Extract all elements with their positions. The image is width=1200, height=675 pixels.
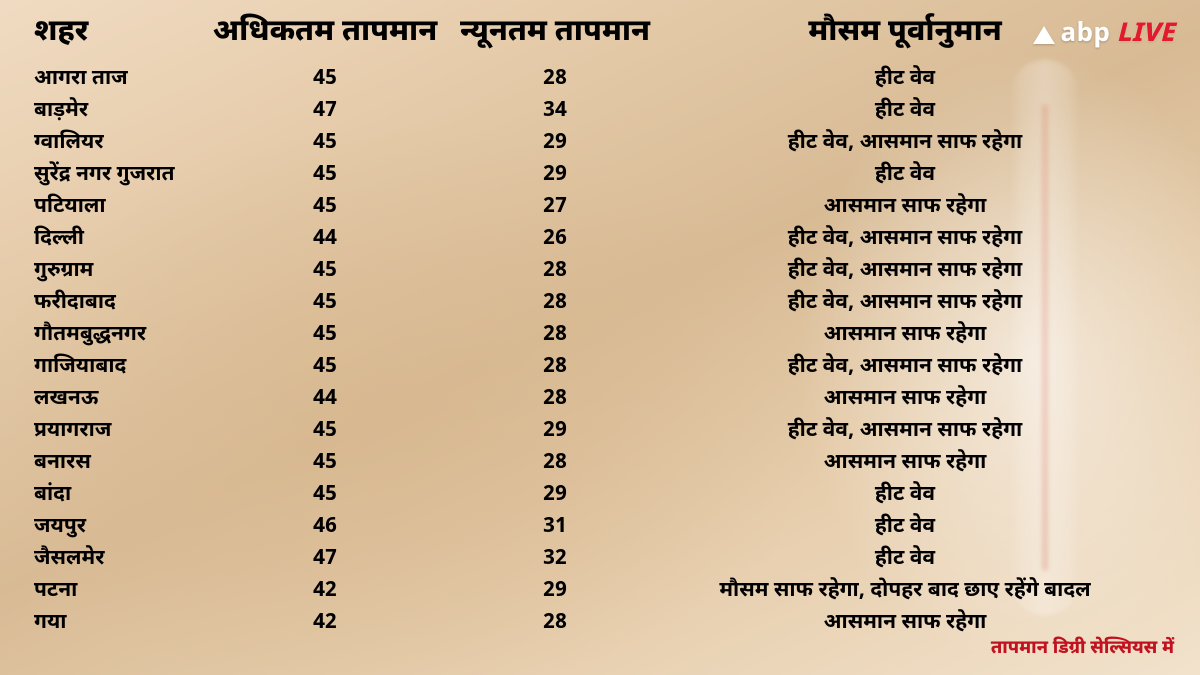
table-row: लखनऊ4428आसमान साफ रहेगा — [30, 384, 1170, 416]
table-row: दिल्ली4426हीट वेव, आसमान साफ रहेगा — [30, 224, 1170, 256]
cell-city: गाजियाबाद — [30, 357, 210, 378]
cell-city: बांदा — [30, 485, 210, 506]
table-row: बनारस4528आसमान साफ रहेगा — [30, 448, 1170, 480]
cell-city: बाड़मेर — [30, 101, 210, 122]
cell-min: 28 — [440, 613, 670, 634]
cell-min: 29 — [440, 421, 670, 442]
col-header-min: न्यूनतम तापमान — [440, 18, 670, 50]
cell-forecast: आसमान साफ रहेगा — [670, 389, 1170, 410]
cell-city: प्रयागराज — [30, 421, 210, 442]
col-header-city: शहर — [30, 18, 210, 50]
cell-forecast: हीट वेव — [670, 165, 1170, 186]
cell-max: 44 — [210, 229, 440, 250]
cell-min: 28 — [440, 69, 670, 90]
table-row: पटियाला4527आसमान साफ रहेगा — [30, 192, 1170, 224]
cell-forecast: हीट वेव, आसमान साफ रहेगा — [670, 261, 1170, 282]
cell-forecast: हीट वेव — [670, 101, 1170, 122]
cell-city: आगरा ताज — [30, 69, 210, 90]
cell-max: 47 — [210, 549, 440, 570]
cell-city: सुरेंद्र नगर गुजरात — [30, 165, 210, 186]
table-row: गया4228आसमान साफ रहेगा — [30, 608, 1170, 640]
cell-min: 29 — [440, 485, 670, 506]
cell-max: 47 — [210, 101, 440, 122]
cell-forecast: आसमान साफ रहेगा — [670, 325, 1170, 346]
cell-max: 42 — [210, 613, 440, 634]
weather-table: शहर अधिकतम तापमान न्यूनतम तापमान मौसम पू… — [30, 14, 1170, 640]
table-row: जयपुर4631हीट वेव — [30, 512, 1170, 544]
cell-min: 26 — [440, 229, 670, 250]
table-row: गुरुग्राम4528हीट वेव, आसमान साफ रहेगा — [30, 256, 1170, 288]
table-row: बांदा4529हीट वेव — [30, 480, 1170, 512]
cell-max: 42 — [210, 581, 440, 602]
cell-max: 46 — [210, 517, 440, 538]
cell-min: 34 — [440, 101, 670, 122]
table-row: ग्वालियर4529हीट वेव, आसमान साफ रहेगा — [30, 128, 1170, 160]
cell-max: 44 — [210, 389, 440, 410]
cell-forecast: हीट वेव, आसमान साफ रहेगा — [670, 293, 1170, 314]
cell-min: 29 — [440, 581, 670, 602]
cell-min: 28 — [440, 389, 670, 410]
cell-max: 45 — [210, 293, 440, 314]
table-row: प्रयागराज4529हीट वेव, आसमान साफ रहेगा — [30, 416, 1170, 448]
cell-min: 31 — [440, 517, 670, 538]
table-row: जैसलमेर4732हीट वेव — [30, 544, 1170, 576]
cell-max: 45 — [210, 69, 440, 90]
cell-city: ग्वालियर — [30, 133, 210, 154]
table-header-row: शहर अधिकतम तापमान न्यूनतम तापमान मौसम पू… — [30, 14, 1170, 64]
cell-city: जयपुर — [30, 517, 210, 538]
cell-max: 45 — [210, 261, 440, 282]
cell-min: 28 — [440, 325, 670, 346]
cell-max: 45 — [210, 453, 440, 474]
cell-city: लखनऊ — [30, 389, 210, 410]
cell-min: 28 — [440, 453, 670, 474]
cell-min: 29 — [440, 165, 670, 186]
cell-max: 45 — [210, 133, 440, 154]
col-header-forecast: मौसम पूर्वानुमान — [670, 18, 1170, 50]
col-header-max: अधिकतम तापमान — [210, 18, 440, 50]
cell-max: 45 — [210, 357, 440, 378]
cell-min: 29 — [440, 133, 670, 154]
table-row: गाजियाबाद4528हीट वेव, आसमान साफ रहेगा — [30, 352, 1170, 384]
cell-forecast: हीट वेव — [670, 69, 1170, 90]
cell-min: 28 — [440, 261, 670, 282]
cell-min: 27 — [440, 197, 670, 218]
table-row: सुरेंद्र नगर गुजरात4529हीट वेव — [30, 160, 1170, 192]
cell-forecast: आसमान साफ रहेगा — [670, 197, 1170, 218]
cell-min: 28 — [440, 293, 670, 314]
unit-footnote: तापमान डिग्री सेल्सियस में — [991, 638, 1174, 661]
cell-max: 45 — [210, 325, 440, 346]
table-row: बाड़मेर4734हीट वेव — [30, 96, 1170, 128]
cell-forecast: हीट वेव, आसमान साफ रहेगा — [670, 421, 1170, 442]
cell-city: फरीदाबाद — [30, 293, 210, 314]
cell-forecast: हीट वेव — [670, 485, 1170, 506]
cell-forecast: हीट वेव, आसमान साफ रहेगा — [670, 229, 1170, 250]
cell-forecast: हीट वेव — [670, 549, 1170, 570]
table-row: आगरा ताज4528हीट वेव — [30, 64, 1170, 96]
table-row: गौतमबुद्धनगर4528आसमान साफ रहेगा — [30, 320, 1170, 352]
cell-min: 32 — [440, 549, 670, 570]
cell-forecast: हीट वेव, आसमान साफ रहेगा — [670, 133, 1170, 154]
cell-forecast: हीट वेव — [670, 517, 1170, 538]
cell-min: 28 — [440, 357, 670, 378]
cell-city: दिल्ली — [30, 229, 210, 250]
cell-city: गया — [30, 613, 210, 634]
table-row: फरीदाबाद4528हीट वेव, आसमान साफ रहेगा — [30, 288, 1170, 320]
cell-city: पटना — [30, 581, 210, 602]
table-body: आगरा ताज4528हीट वेवबाड़मेर4734हीट वेवग्व… — [30, 64, 1170, 640]
cell-city: पटियाला — [30, 197, 210, 218]
cell-city: गौतमबुद्धनगर — [30, 325, 210, 346]
cell-city: जैसलमेर — [30, 549, 210, 570]
cell-max: 45 — [210, 485, 440, 506]
cell-forecast: आसमान साफ रहेगा — [670, 453, 1170, 474]
cell-city: बनारस — [30, 453, 210, 474]
cell-max: 45 — [210, 197, 440, 218]
cell-forecast: आसमान साफ रहेगा — [670, 613, 1170, 634]
cell-forecast: मौसम साफ रहेगा, दोपहर बाद छाए रहेंगे बाद… — [670, 581, 1170, 602]
cell-city: गुरुग्राम — [30, 261, 210, 282]
cell-max: 45 — [210, 165, 440, 186]
table-row: पटना4229मौसम साफ रहेगा, दोपहर बाद छाए रह… — [30, 576, 1170, 608]
cell-forecast: हीट वेव, आसमान साफ रहेगा — [670, 357, 1170, 378]
cell-max: 45 — [210, 421, 440, 442]
